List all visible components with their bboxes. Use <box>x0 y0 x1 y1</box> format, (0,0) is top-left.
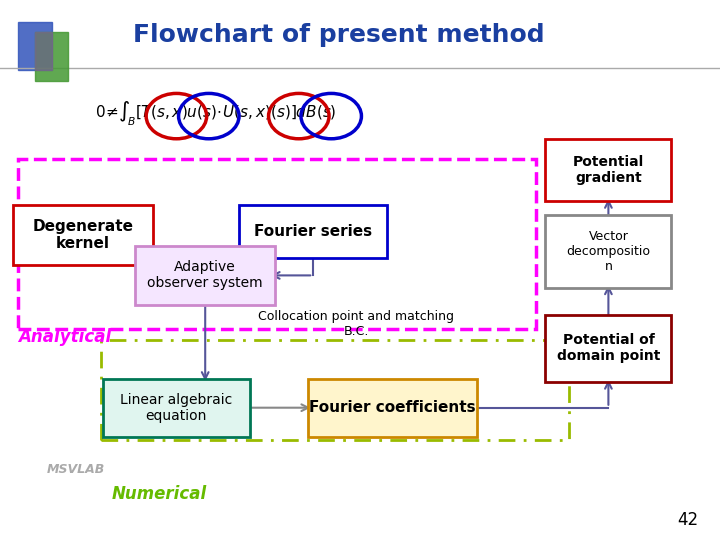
Polygon shape <box>35 32 68 81</box>
Text: Fourier coefficients: Fourier coefficients <box>309 400 476 415</box>
Text: Potential of
domain point: Potential of domain point <box>557 333 660 363</box>
FancyBboxPatch shape <box>102 379 251 437</box>
Text: Collocation point and matching
B.C.: Collocation point and matching B.C. <box>258 310 454 338</box>
FancyBboxPatch shape <box>546 139 671 201</box>
FancyBboxPatch shape <box>135 246 275 305</box>
Text: MSVLAB: MSVLAB <box>47 463 105 476</box>
FancyBboxPatch shape <box>239 205 387 258</box>
Text: $0\!\neq\!\int_{\!B}[T(s,x)u(s)\!\cdot\! U(s,x)(s)]dB(s)$: $0\!\neq\!\int_{\!B}[T(s,x)u(s)\!\cdot\!… <box>95 99 337 127</box>
Text: Linear algebraic
equation: Linear algebraic equation <box>120 393 233 423</box>
Text: Flowchart of present method: Flowchart of present method <box>132 23 544 47</box>
FancyBboxPatch shape <box>13 205 153 265</box>
Text: Potential
gradient: Potential gradient <box>573 155 644 185</box>
Text: Numerical: Numerical <box>112 485 207 503</box>
Text: 42: 42 <box>678 511 698 529</box>
Polygon shape <box>35 32 52 70</box>
FancyBboxPatch shape <box>308 379 477 437</box>
Text: Analytical: Analytical <box>18 328 112 347</box>
Text: Vector
decompositio
n: Vector decompositio n <box>567 230 650 273</box>
FancyBboxPatch shape <box>546 214 671 287</box>
Text: Adaptive
observer system: Adaptive observer system <box>148 260 263 291</box>
Polygon shape <box>18 22 52 70</box>
Text: Fourier series: Fourier series <box>254 224 372 239</box>
FancyBboxPatch shape <box>546 314 671 382</box>
Text: Degenerate
kernel: Degenerate kernel <box>32 219 133 251</box>
